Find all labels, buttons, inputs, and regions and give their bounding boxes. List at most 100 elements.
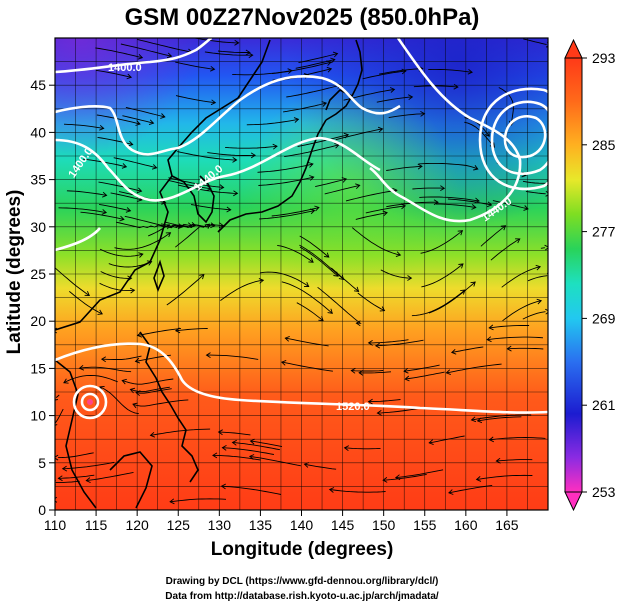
streamline <box>114 232 171 250</box>
streamline-arrowhead <box>164 224 171 230</box>
streamline <box>421 263 464 288</box>
streamline-arrowhead <box>448 489 454 495</box>
streamline-arrowhead <box>523 205 529 211</box>
streamline <box>55 480 80 484</box>
streamline-arrowhead <box>445 369 451 376</box>
colorbar: 293 285 277 269 261 253 <box>564 38 616 512</box>
streamline <box>101 355 142 360</box>
streamline-arrowhead <box>450 348 457 355</box>
streamline <box>522 311 546 320</box>
streamline <box>177 151 237 161</box>
streamline-arrowhead <box>137 53 144 60</box>
streamline-arrowhead <box>134 357 141 364</box>
streamline <box>418 162 478 170</box>
streamline-arrowhead <box>486 201 493 208</box>
streamline <box>99 203 131 212</box>
typhoon-inner-ring <box>80 392 100 412</box>
streamline <box>175 95 216 104</box>
streamline-arrowhead <box>199 274 205 280</box>
x-tick-label: 165 <box>495 517 519 533</box>
streamline <box>487 336 544 341</box>
contour-1440-west <box>55 74 401 156</box>
streamline <box>96 114 141 125</box>
streamline <box>335 128 383 141</box>
streamline-arrowhead <box>309 208 316 215</box>
streamline-arrowhead <box>99 124 105 131</box>
streamline-arrowhead <box>160 113 166 119</box>
streamline <box>395 469 444 479</box>
streamline <box>285 337 329 347</box>
streamline <box>221 485 282 495</box>
streamline <box>257 163 314 173</box>
streamline <box>492 200 529 210</box>
typhoon-eye <box>87 399 93 405</box>
streamline <box>502 300 542 322</box>
streamline <box>277 244 314 263</box>
contour-label-1400-north: 1400.0 <box>108 62 142 74</box>
streamline <box>150 428 211 436</box>
streamline <box>95 47 143 59</box>
streamline-arrowhead <box>308 162 314 168</box>
streamline <box>355 212 388 220</box>
streamline <box>525 190 546 195</box>
contour-1520-south <box>55 227 101 252</box>
streamline-arrowhead <box>355 183 361 190</box>
streamline <box>220 279 264 301</box>
streamline-arrowhead <box>318 316 324 322</box>
streamline <box>490 238 521 261</box>
streamline <box>207 152 256 156</box>
y-tick-label: 5 <box>38 455 46 471</box>
x-tick-label: 150 <box>372 517 396 533</box>
streamline-arrowhead <box>404 375 410 382</box>
streamline-arrowhead <box>367 340 373 346</box>
streamline-arrowhead <box>379 306 386 312</box>
streamline <box>476 474 533 480</box>
streamline <box>170 498 227 503</box>
wind-streamlines <box>55 38 548 505</box>
streamline <box>331 267 359 292</box>
streamline-arrowhead <box>212 452 218 459</box>
streamline-arrowhead <box>169 498 175 505</box>
streamline-arrowhead <box>220 483 227 490</box>
streamline-arrowhead <box>330 57 336 64</box>
y-tick-label: 20 <box>30 313 46 329</box>
streamline <box>413 85 458 88</box>
streamline-arrowhead <box>135 120 141 126</box>
streamline-arrowhead <box>121 163 128 169</box>
streamline <box>344 447 381 450</box>
streamline-arrowhead <box>63 378 69 384</box>
streamline-arrowhead <box>101 209 108 215</box>
streamline-arrowhead <box>420 111 426 117</box>
streamline <box>206 354 259 360</box>
streamline <box>194 38 239 44</box>
y-tick-label: 15 <box>30 360 46 376</box>
x-tick-label: 130 <box>208 517 232 533</box>
streamline <box>489 437 546 441</box>
streamline <box>297 134 349 147</box>
streamline-arrowhead <box>545 308 548 315</box>
streamline-arrowhead <box>327 308 333 314</box>
streamline-arrowhead <box>119 215 125 222</box>
streamline-arrowhead <box>467 68 473 75</box>
streamline <box>388 113 425 119</box>
streamline <box>113 157 157 169</box>
x-tick-label: 155 <box>413 517 437 533</box>
colorbar-scale <box>564 57 583 493</box>
streamline-arrowhead <box>324 252 330 258</box>
streamline-arrowhead <box>458 263 464 269</box>
streamline-arrowhead <box>136 187 143 194</box>
streamline-arrowhead <box>55 424 58 426</box>
streamline <box>412 187 445 190</box>
streamline <box>259 210 315 220</box>
streamline <box>345 189 397 202</box>
streamline-arrowhead <box>389 87 396 93</box>
streamline-arrowhead <box>457 230 464 236</box>
streamline <box>136 388 172 394</box>
y-axis-ticks: 0 5 10 15 20 25 30 35 40 45 <box>30 77 55 518</box>
streamline-arrowhead <box>234 39 240 46</box>
credit-drawing: Drawing by DCL (https://www.gfd-dennou.o… <box>166 576 439 587</box>
streamline-arrowhead <box>226 206 232 213</box>
y-tick-label: 10 <box>30 408 46 424</box>
streamline-arrowhead <box>129 387 136 394</box>
